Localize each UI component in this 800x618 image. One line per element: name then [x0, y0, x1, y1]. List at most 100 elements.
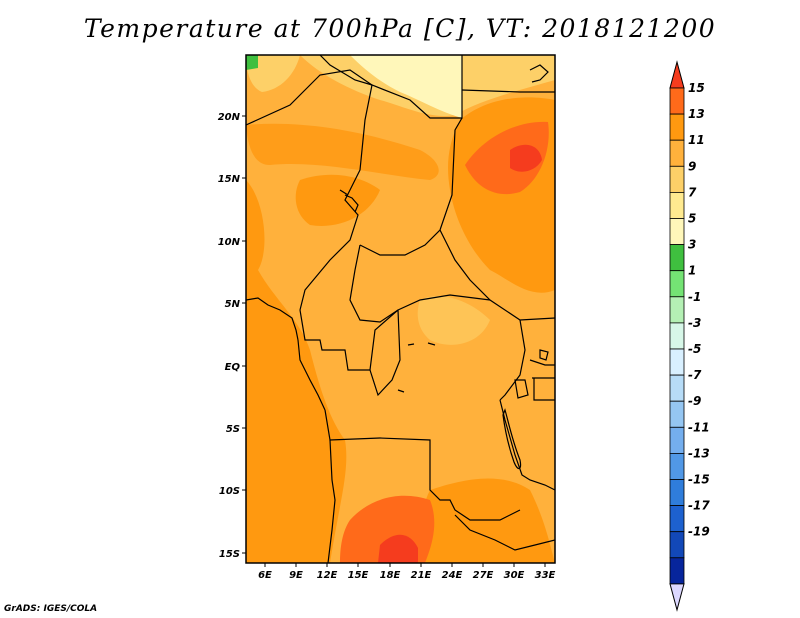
band-13-15-south [378, 534, 418, 563]
colorbar-label: -17 [688, 499, 710, 513]
colorbar-label: 3 [688, 238, 696, 252]
colorbar-label: -13 [688, 446, 710, 460]
colorbar-swatch [669, 218, 685, 246]
colorbar-label: -3 [688, 316, 701, 330]
band-11-13-northeast [465, 121, 549, 195]
lon-label: 30E [504, 570, 525, 581]
lon-label: 27E [473, 570, 494, 581]
colorbar-label: 13 [688, 107, 705, 121]
border-line [461, 89, 555, 93]
lon-label: 33E [535, 570, 556, 581]
colorbar-swatch [669, 426, 685, 454]
border-line [454, 514, 555, 551]
border-line [324, 409, 521, 521]
border-line [529, 359, 555, 401]
band-green-patch [246, 55, 258, 70]
colorbar-label: -1 [688, 290, 701, 304]
border-line [319, 55, 463, 119]
colorbar-swatch [669, 479, 685, 507]
colorbar-bottom-arrow [669, 583, 685, 612]
colorbar-label: 5 [688, 212, 696, 226]
colorbar-label: 11 [688, 133, 705, 147]
coastline [246, 297, 299, 341]
colorbar-swatch [669, 87, 685, 115]
lake-outline [539, 349, 549, 361]
lake-outline [397, 342, 436, 393]
credit-text: GrADS: IGES/COLA [4, 604, 98, 614]
lat-label: 5S [226, 424, 240, 435]
lon-label: 18E [380, 570, 401, 581]
lon-label: 9E [289, 570, 303, 581]
border-line [297, 339, 326, 411]
lat-label: 10N [218, 237, 241, 248]
colorbar-label: -15 [688, 473, 710, 487]
lat-label: 10S [219, 486, 240, 497]
map-frame [245, 54, 556, 564]
lon-label: 21E [411, 570, 432, 581]
lat-label: 15S [219, 549, 240, 560]
border-line [339, 189, 359, 213]
border-line [246, 69, 373, 311]
band-3-5-north [350, 55, 462, 118]
colorbar-swatch [669, 165, 685, 193]
longitude-labels: 6E 9E 12E 15E 18E 21E 24E 27E 30E 33E [258, 570, 555, 581]
colorbar-labels: 15 13 11 9 7 5 3 1 -1 -3 -5 -7 -9 -11 -13 -15 -17 -19 [688, 81, 710, 539]
border-line [369, 309, 401, 397]
border-line [499, 319, 526, 401]
band-13-15-northeast [510, 144, 542, 172]
colorbar-label: 9 [688, 159, 696, 173]
colorbar-top-arrow [669, 60, 685, 89]
colorbar-swatch [669, 322, 685, 350]
colorbar-label: -11 [688, 420, 710, 434]
colorbar-label: -9 [688, 394, 701, 408]
colorbar-label: -5 [688, 342, 701, 356]
border-line [359, 117, 463, 256]
colorbar-swatch [669, 505, 685, 533]
colorbar-swatch [669, 270, 685, 298]
lake-outline [502, 408, 522, 470]
lat-label: EQ [225, 362, 241, 373]
lat-label: 15N [218, 174, 241, 185]
latitude-axis [242, 115, 246, 554]
border-line [439, 229, 555, 321]
map-title: Temperature at 700hPa [C], VT: 201812120… [83, 14, 717, 43]
colorbar-label: 7 [688, 185, 697, 199]
colorbar-label: 1 [688, 264, 696, 278]
colorbar-swatch [669, 452, 685, 480]
lake-outline [514, 379, 529, 399]
colorbar-swatch [669, 557, 685, 585]
colorbar [669, 60, 685, 612]
lon-label: 24E [442, 570, 463, 581]
colorbar-swatch [669, 374, 685, 402]
latitude-labels: 20N 15N 10N 5N EQ 5S 10S 15S [218, 112, 241, 560]
band-7-9-central [417, 296, 490, 345]
band-5-7-patch-a [246, 55, 300, 92]
colorbar-swatch [669, 296, 685, 324]
band-9-11-west [246, 180, 347, 563]
colorbar-swatch [669, 531, 685, 559]
colorbar-swatch [669, 400, 685, 428]
longitude-axis [264, 563, 546, 567]
lake-outline [529, 64, 549, 83]
lat-label: 5N [225, 299, 241, 310]
colorbar-swatch [669, 139, 685, 167]
country-borders [246, 55, 555, 563]
band-9-11-band-north [246, 123, 439, 180]
lat-label: 20N [218, 112, 241, 123]
lon-label: 6E [258, 570, 272, 581]
colorbar-swatch [669, 191, 685, 219]
border-line [349, 244, 491, 323]
colorbar-label: -7 [688, 368, 702, 382]
colorbar-swatch [669, 244, 685, 272]
lon-label: 12E [317, 570, 338, 581]
colorbar-swatch [669, 113, 685, 141]
colorbar-label: 15 [688, 81, 705, 95]
band-9-11-central [295, 174, 380, 226]
border-line [499, 399, 555, 491]
colorbar-swatch [669, 348, 685, 376]
border-line [327, 439, 336, 563]
band-9-11-southeast [420, 478, 555, 563]
border-line [299, 309, 399, 371]
colorbar-label: -19 [688, 525, 710, 539]
